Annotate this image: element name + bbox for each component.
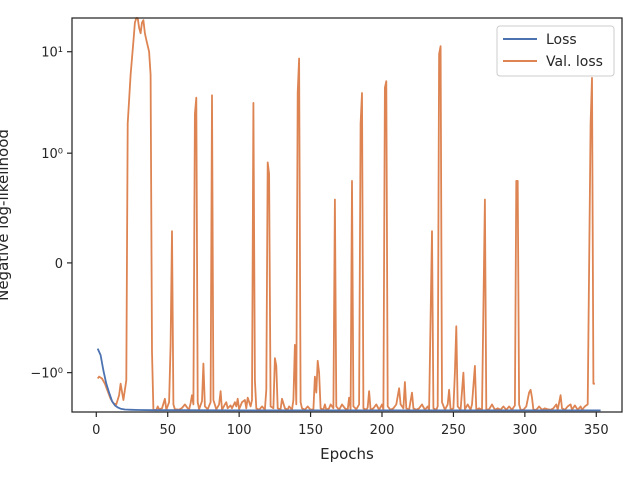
x-tick-label: 250 (441, 423, 466, 438)
x-axis-label: Epochs (320, 445, 374, 463)
x-tick-label: 200 (370, 423, 395, 438)
plot-background (72, 18, 622, 412)
x-tick-label: 300 (512, 423, 537, 438)
y-tick-label: 10¹ (41, 46, 63, 61)
x-tick-label: 150 (298, 423, 323, 438)
x-tick-label: 350 (584, 423, 609, 438)
plot-frame (71, 17, 623, 413)
y-tick-label: −10⁰ (30, 367, 63, 382)
x-tick-label: 50 (159, 423, 176, 438)
series-line-loss (96, 348, 601, 412)
y-tick-label: 0 (55, 257, 63, 272)
y-tick-label: 10⁰ (41, 147, 63, 162)
y-ticks: −10⁰ 0 10⁰ 10¹ (30, 46, 72, 382)
legend-label-val-loss: Val. loss (546, 54, 603, 70)
x-tick-label: 100 (227, 423, 252, 438)
legend: Loss Val. loss (496, 25, 615, 77)
x-tick-label: 0 (92, 423, 100, 438)
x-ticks: 0 50 100 150 200 250 300 350 (92, 412, 609, 438)
y-axis-label: Negative log-likelihood (0, 129, 12, 301)
series-layer (96, 17, 601, 412)
legend-label-loss: Loss (546, 32, 577, 48)
